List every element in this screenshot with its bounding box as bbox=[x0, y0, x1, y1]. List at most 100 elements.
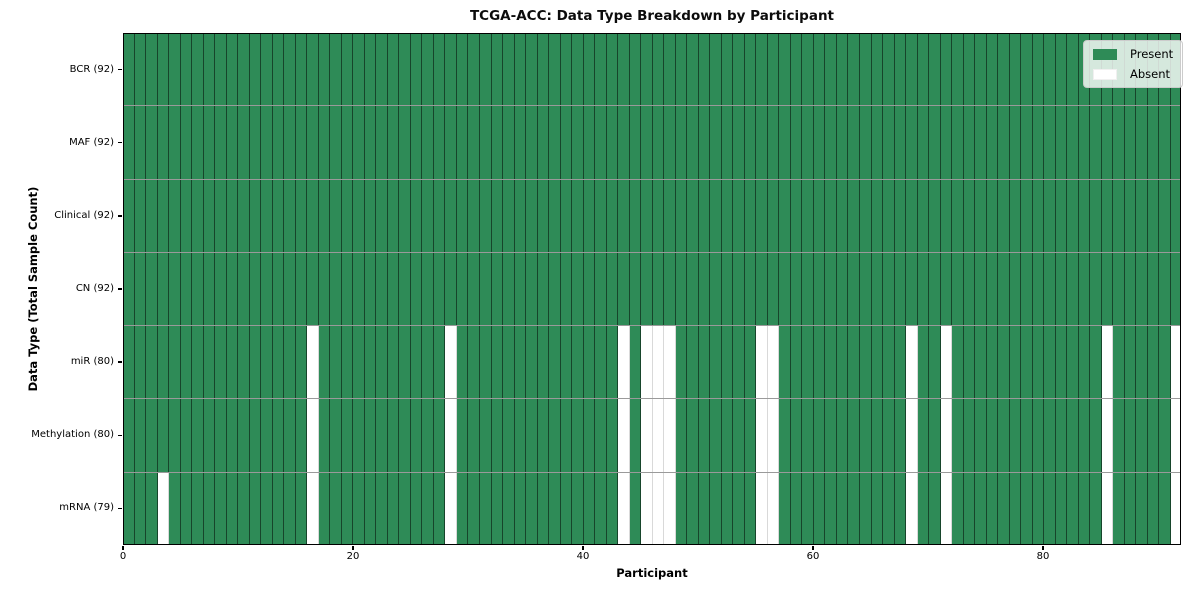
heatmap-cell-present bbox=[1044, 179, 1056, 252]
heatmap-cell-present bbox=[664, 179, 676, 252]
heatmap-cell-present bbox=[491, 399, 504, 472]
heatmap-cell-present bbox=[572, 179, 584, 252]
heatmap-cell-present bbox=[503, 33, 515, 106]
heatmap-cell-present bbox=[710, 326, 722, 399]
heatmap-cell-present bbox=[836, 326, 849, 399]
heatmap-cell-present bbox=[1078, 326, 1091, 399]
heatmap-cell-present bbox=[410, 106, 423, 179]
heatmap-cell-present bbox=[399, 472, 411, 545]
heatmap-cell-present bbox=[917, 326, 930, 399]
heatmap-cell-present bbox=[1021, 33, 1033, 106]
heatmap-cell-present bbox=[675, 179, 688, 252]
heatmap-cell-absent bbox=[618, 326, 630, 399]
heatmap-cell-present bbox=[871, 399, 884, 472]
y-tick-label: Methylation (80) bbox=[31, 429, 114, 441]
heatmap-cell-present bbox=[1032, 252, 1045, 326]
heatmap-cell-present bbox=[1124, 399, 1137, 472]
heatmap-cell-present bbox=[376, 472, 388, 545]
heatmap-cell-present bbox=[975, 33, 987, 106]
heatmap-cell-present bbox=[721, 399, 734, 472]
heatmap-cell-present bbox=[606, 472, 619, 545]
heatmap-cell-present bbox=[917, 179, 930, 252]
heatmap-cell-present bbox=[1136, 472, 1148, 545]
heatmap-cell-present bbox=[215, 179, 227, 252]
heatmap-cell-present bbox=[445, 252, 457, 326]
heatmap-cell-present bbox=[906, 252, 918, 326]
heatmap-grid bbox=[123, 33, 1182, 545]
y-tick-label: CN (92) bbox=[75, 283, 114, 294]
heatmap-cell-present bbox=[664, 106, 676, 179]
heatmap-cell-present bbox=[963, 399, 976, 472]
heatmap-cell-present bbox=[802, 326, 814, 399]
heatmap-cell-present bbox=[456, 472, 469, 545]
heatmap-cell-present bbox=[583, 179, 596, 252]
heatmap-cell-present bbox=[157, 106, 170, 179]
heatmap-cell-present bbox=[180, 106, 193, 179]
heatmap-cell-present bbox=[295, 252, 308, 326]
heatmap-cell-present bbox=[284, 326, 296, 399]
heatmap-cell-present bbox=[802, 399, 814, 472]
heatmap-cell-present bbox=[779, 33, 791, 106]
heatmap-cell-absent bbox=[652, 472, 665, 545]
heatmap-cell-present bbox=[146, 179, 158, 252]
heatmap-cell-present bbox=[721, 106, 734, 179]
heatmap-cell-present bbox=[353, 252, 365, 326]
heatmap-cell-present bbox=[952, 472, 964, 545]
heatmap-cell-present bbox=[583, 106, 596, 179]
heatmap-cell-present bbox=[963, 179, 976, 252]
heatmap-cell-absent bbox=[641, 326, 653, 399]
heatmap-cell-present bbox=[1078, 106, 1091, 179]
heatmap-cell-present bbox=[606, 326, 619, 399]
heatmap-cell-present bbox=[1136, 399, 1148, 472]
heatmap-cell-present bbox=[825, 326, 837, 399]
heatmap-cell-present bbox=[883, 252, 895, 326]
heatmap-cell-present bbox=[836, 179, 849, 252]
heatmap-cell-present bbox=[894, 472, 907, 545]
x-tick-mark bbox=[352, 546, 354, 550]
heatmap-cell-present bbox=[1124, 326, 1137, 399]
heatmap-cell-present bbox=[249, 106, 262, 179]
heatmap-cell-present bbox=[399, 33, 411, 106]
heatmap-cell-present bbox=[952, 252, 964, 326]
heatmap-cell-present bbox=[560, 399, 573, 472]
heatmap-cell-present bbox=[146, 326, 158, 399]
heatmap-cell-present bbox=[1170, 179, 1182, 252]
heatmap-cell-present bbox=[1044, 106, 1056, 179]
heatmap-cell-present bbox=[180, 399, 193, 472]
heatmap-cell-present bbox=[479, 179, 492, 252]
heatmap-cell-present bbox=[710, 33, 722, 106]
heatmap-cell-present bbox=[537, 472, 550, 545]
heatmap-cell-present bbox=[318, 472, 331, 545]
heatmap-cell-present bbox=[975, 399, 987, 472]
x-tick-label: 0 bbox=[119, 551, 127, 562]
heatmap-cell-present bbox=[583, 472, 596, 545]
heatmap-cell-present bbox=[1067, 472, 1079, 545]
heatmap-cell-present bbox=[261, 33, 273, 106]
heatmap-cell-absent bbox=[940, 472, 953, 545]
heatmap-cell-present bbox=[226, 399, 239, 472]
heatmap-cell-present bbox=[537, 399, 550, 472]
heatmap-cell-present bbox=[583, 326, 596, 399]
heatmap-cell-present bbox=[479, 106, 492, 179]
heatmap-cell-present bbox=[1124, 472, 1137, 545]
heatmap-cell-present bbox=[364, 252, 377, 326]
heatmap-cell-present bbox=[1067, 326, 1079, 399]
heatmap-cell-present bbox=[998, 33, 1010, 106]
heatmap-cell-present bbox=[572, 106, 584, 179]
heatmap-cell-present bbox=[975, 179, 987, 252]
heatmap-cell-present bbox=[894, 179, 907, 252]
heatmap-cell-present bbox=[629, 106, 642, 179]
heatmap-cell-present bbox=[744, 33, 757, 106]
heatmap-cell-present bbox=[606, 399, 619, 472]
heatmap-cell-present bbox=[629, 326, 642, 399]
x-tick-label: 60 bbox=[806, 551, 820, 562]
heatmap-cell-present bbox=[238, 252, 250, 326]
heatmap-cell-present bbox=[192, 252, 204, 326]
heatmap-cell-present bbox=[526, 33, 538, 106]
heatmap-cell-present bbox=[652, 252, 665, 326]
heatmap-cell-present bbox=[249, 472, 262, 545]
x-axis-label: Participant bbox=[616, 566, 688, 580]
heatmap-cell-present bbox=[710, 106, 722, 179]
heatmap-cell-present bbox=[284, 399, 296, 472]
heatmap-cell-present bbox=[468, 326, 480, 399]
